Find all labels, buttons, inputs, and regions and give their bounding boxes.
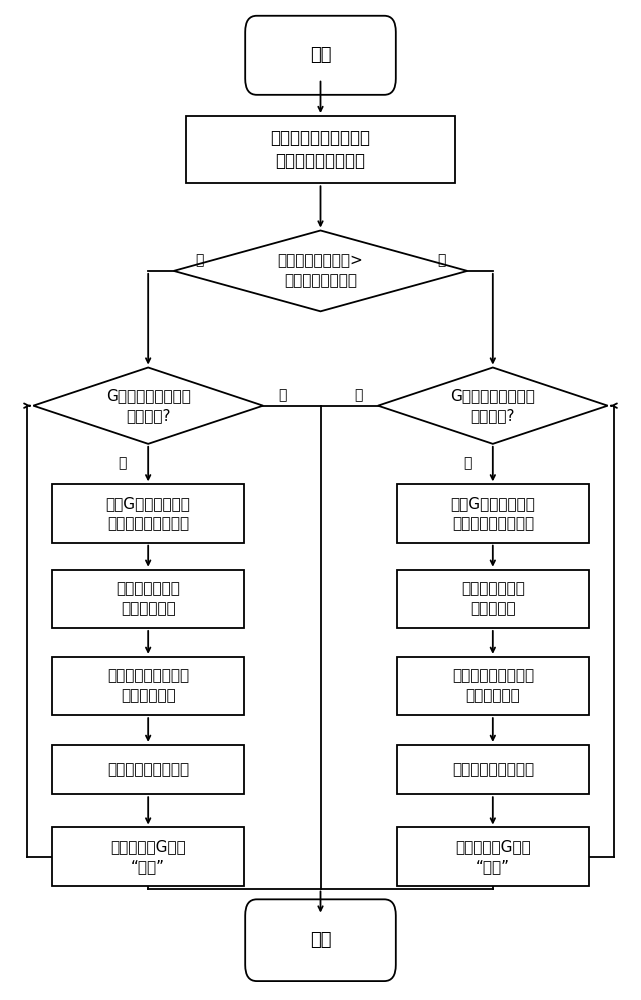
FancyBboxPatch shape	[53, 657, 244, 715]
Text: 选择权值最大的路径
聚拢到根节点: 选择权值最大的路径 聚拢到根节点	[452, 669, 534, 703]
Text: 否: 否	[438, 253, 446, 267]
Text: 否: 否	[278, 388, 287, 402]
FancyBboxPatch shape	[246, 899, 395, 981]
FancyBboxPatch shape	[53, 570, 244, 628]
Text: 是: 是	[195, 253, 203, 267]
FancyBboxPatch shape	[246, 16, 395, 95]
Text: 结束: 结束	[310, 931, 331, 949]
FancyBboxPatch shape	[397, 745, 588, 794]
Text: 平均任务执行时间>
平均任务传输时间: 平均任务执行时间> 平均任务传输时间	[278, 254, 363, 288]
Text: 否: 否	[354, 388, 363, 402]
Text: G图中存在有子节点
的根节点?: G图中存在有子节点 的根节点?	[451, 388, 535, 423]
Text: 开始: 开始	[310, 46, 331, 64]
Text: 计算每条路径上
边权值之和: 计算每条路径上 边权值之和	[461, 581, 525, 616]
Text: 更新根节点权值信息: 更新根节点权值信息	[107, 762, 189, 777]
FancyBboxPatch shape	[53, 827, 244, 886]
Text: 是: 是	[119, 457, 127, 471]
Text: 计算平均任务执行时间
和平均任务传输时间: 计算平均任务执行时间 和平均任务传输时间	[271, 129, 370, 170]
Polygon shape	[174, 230, 467, 311]
Text: 遍历G图中根节点到
每个叶子节点的路径: 遍历G图中根节点到 每个叶子节点的路径	[106, 496, 190, 531]
Polygon shape	[33, 367, 263, 444]
Text: G图中存在有子节点
的根节点?: G图中存在有子节点 的根节点?	[106, 388, 190, 423]
FancyBboxPatch shape	[53, 745, 244, 794]
Text: 选择权值最大的路径
聚拢到根节点: 选择权值最大的路径 聚拢到根节点	[107, 669, 189, 703]
Text: 计算每条路径上
节点权值之和: 计算每条路径上 节点权值之和	[116, 581, 180, 616]
Text: 将根节点从G图中
“剔除”: 将根节点从G图中 “剔除”	[110, 839, 186, 874]
FancyBboxPatch shape	[397, 570, 588, 628]
Text: 遍历G图中根节点到
每个叶子节点的路径: 遍历G图中根节点到 每个叶子节点的路径	[451, 496, 535, 531]
FancyBboxPatch shape	[187, 116, 454, 183]
FancyBboxPatch shape	[53, 484, 244, 543]
FancyBboxPatch shape	[397, 827, 588, 886]
FancyBboxPatch shape	[397, 484, 588, 543]
Text: 是: 是	[463, 457, 472, 471]
FancyBboxPatch shape	[397, 657, 588, 715]
Text: 将根节点从G图中
“剔除”: 将根节点从G图中 “剔除”	[455, 839, 531, 874]
Text: 更新根节点权值信息: 更新根节点权值信息	[452, 762, 534, 777]
Polygon shape	[378, 367, 608, 444]
